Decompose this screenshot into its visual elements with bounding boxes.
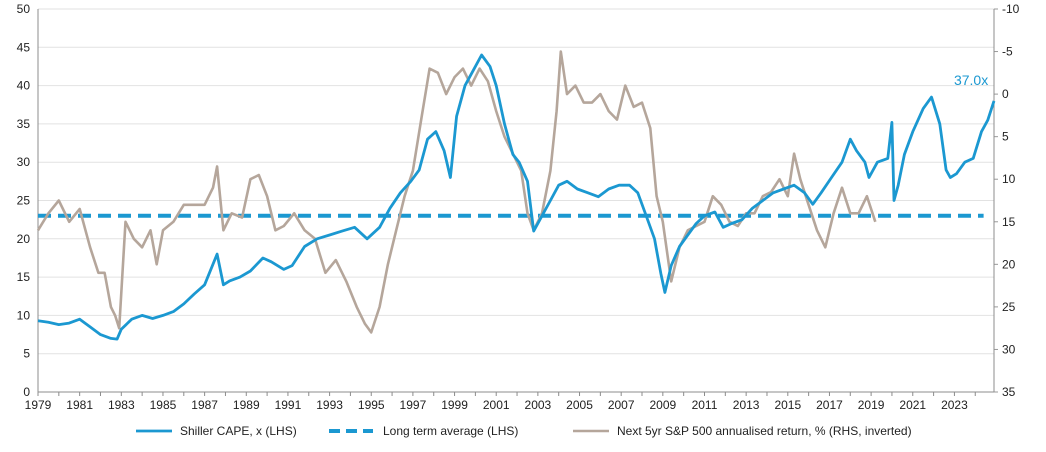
left-axis-tick-label: 10 [17,308,31,322]
x-axis-tick-label: 1989 [233,398,260,412]
x-axis-tick-label: 2009 [649,398,676,412]
x-axis-tick-label: 2019 [858,398,885,412]
legend-label-2: Next 5yr S&P 500 annualised return, % (R… [617,424,912,438]
x-axis-tick-label: 2017 [816,398,843,412]
left-axis-tick-label: 20 [17,232,31,246]
left-axis-tick-label: 5 [23,347,30,361]
series-cape-line [37,53,996,341]
x-axis-tick-label: 1985 [150,398,177,412]
series-5yr-return-line [36,50,877,334]
right-axis-tick-label: 25 [1002,300,1016,314]
left-axis-tick-label: 25 [17,194,31,208]
x-axis-tick-label: 1991 [275,398,302,412]
x-axis-tick-label: 1981 [66,398,93,412]
legend-label-1: Long term average (LHS) [383,424,518,438]
x-axis-tick-label: 1979 [25,398,52,412]
tick-labels: 0 5 10 15 20 25 30 35 40 45 50 -10 -5 0 5 10 15 20 25 30 35 1… [17,2,1020,412]
x-axis-tick-label: 2023 [941,398,968,412]
right-axis-tick-label: 30 [1002,342,1016,356]
axes [37,8,998,396]
right-axis-tick-label: 35 [1002,385,1016,399]
x-axis-tick-label: 2001 [483,398,510,412]
x-axis-tick-label: 1999 [441,398,468,412]
right-axis-tick-label: 15 [1002,215,1016,229]
end-value-annotation: 37.0x [954,72,988,88]
x-axis-tick-label: 2015 [774,398,801,412]
x-axis-tick-label: 2003 [525,398,552,412]
annotations: 37.0x [954,72,988,88]
x-axis-tick-label: 1995 [358,398,385,412]
gridlines [38,8,994,355]
legend-label-0: Shiller CAPE, x (LHS) [180,424,297,438]
x-axis-tick-label: 2011 [692,398,718,412]
left-axis-tick-label: 35 [17,117,31,131]
right-axis-tick-label: -5 [1002,45,1013,59]
left-axis-tick-label: 0 [23,385,30,399]
left-axis-tick-label: 15 [17,270,31,284]
right-axis-tick-label: 10 [1002,172,1016,186]
series-layer [36,50,996,341]
left-axis-tick-label: 45 [17,40,31,54]
left-axis-tick-label: 50 [17,2,31,16]
x-axis-tick-label: 2021 [899,398,926,412]
right-axis-tick-label: -10 [1002,2,1020,16]
x-axis-tick-label: 2005 [566,398,593,412]
x-axis-tick-label: 1997 [400,398,427,412]
x-axis-tick-label: 1993 [316,398,343,412]
right-axis-tick-label: 20 [1002,257,1016,271]
x-axis-tick-label: 2013 [733,398,760,412]
left-axis-tick-label: 40 [17,79,31,93]
x-axis-tick-label: 1987 [191,398,218,412]
x-axis-tick-label: 1983 [108,398,135,412]
right-axis-tick-label: 5 [1002,130,1009,144]
right-axis-tick-label: 0 [1002,87,1009,101]
left-axis-tick-label: 30 [17,155,31,169]
x-axis-tick-label: 2007 [608,398,635,412]
legend: Shiller CAPE, x (LHS) Long term average (… [136,424,912,438]
